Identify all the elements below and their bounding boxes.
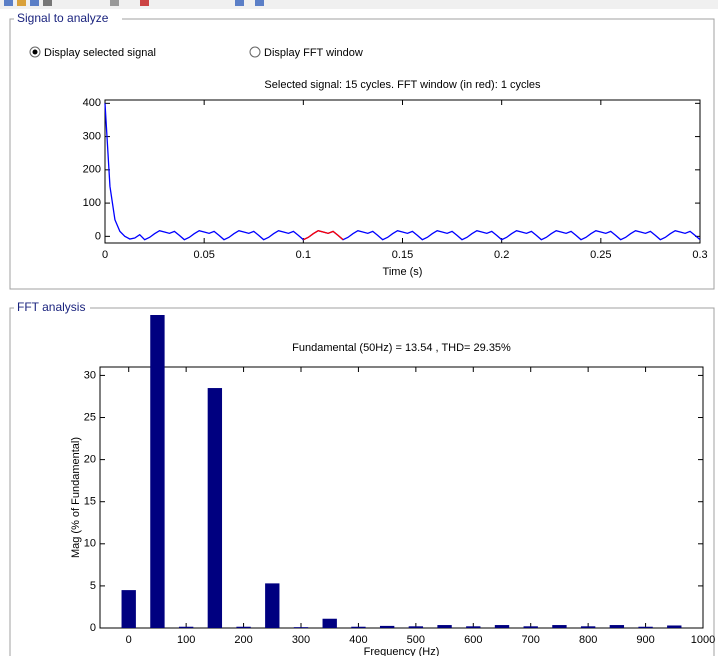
radio-label: Display selected signal — [44, 47, 156, 59]
bar — [322, 618, 337, 628]
y-tick-label: 25 — [84, 411, 96, 423]
x-tick-label: 400 — [349, 634, 367, 646]
bar — [494, 625, 510, 628]
y-tick-label: 20 — [84, 454, 96, 466]
panel-border — [9, 18, 715, 290]
bar — [351, 626, 366, 628]
y-tick-label: 0 — [90, 622, 96, 634]
x-tick-label: 800 — [579, 634, 597, 646]
x-tick-label: 0.2 — [494, 249, 509, 261]
bar — [437, 625, 452, 628]
bar — [408, 626, 424, 628]
x-tick-label: 0.1 — [296, 249, 311, 261]
axes-box — [104, 99, 701, 244]
y-tick-label: 30 — [84, 369, 96, 381]
bar — [265, 583, 280, 628]
bar — [466, 626, 481, 628]
x-axis-label: Frequency (Hz) — [364, 646, 440, 656]
x-tick-label: 1000 — [691, 634, 715, 646]
toolbar — [0, 0, 718, 9]
bar — [236, 626, 251, 628]
panel-border — [9, 307, 715, 656]
chart-title: Selected signal: 15 cycles. FFT window (… — [264, 79, 541, 91]
bar — [178, 626, 194, 628]
x-tick-label: 0 — [126, 634, 132, 646]
chart-title: Fundamental (50Hz) = 13.54 , THD= 29.35% — [292, 342, 511, 354]
x-tick-label: 900 — [636, 634, 654, 646]
x-tick-label: 100 — [177, 634, 195, 646]
y-tick-label: 10 — [84, 538, 96, 550]
bar — [580, 626, 596, 628]
bar — [293, 627, 309, 628]
y-tick-label: 100 — [83, 197, 101, 209]
radio-dot — [32, 49, 38, 55]
bar — [638, 626, 653, 628]
bar — [379, 625, 395, 628]
x-tick-label: 0.05 — [193, 249, 214, 261]
bar — [667, 625, 682, 628]
x-tick-label: 200 — [234, 634, 252, 646]
x-tick-label: 300 — [292, 634, 310, 646]
y-tick-label: 5 — [90, 580, 96, 592]
y-tick-label: 200 — [83, 164, 101, 176]
x-tick-label: 700 — [522, 634, 540, 646]
x-tick-label: 0.25 — [590, 249, 611, 261]
bar — [121, 590, 136, 628]
radio-button[interactable]: Display FFT window — [249, 46, 363, 59]
panel-title: FFT analysis — [17, 300, 85, 314]
radio-label: Display FFT window — [264, 47, 363, 59]
bar — [207, 388, 223, 628]
y-tick-label: 0 — [95, 230, 101, 242]
y-axis-label: Mag (% of Fundamental) — [70, 437, 82, 558]
signal-line — [303, 230, 344, 241]
x-tick-label: 0.15 — [392, 249, 413, 261]
radio-button[interactable]: Display selected signal — [29, 46, 156, 59]
signal-line — [104, 103, 701, 241]
x-tick-label: 0.3 — [692, 249, 707, 261]
axes-box — [99, 366, 704, 629]
panel-title: Signal to analyze — [17, 11, 109, 25]
bar — [150, 315, 165, 628]
x-tick-label: 600 — [464, 634, 482, 646]
y-tick-label: 400 — [83, 97, 101, 109]
bar — [523, 626, 538, 628]
x-tick-label: 500 — [407, 634, 425, 646]
y-tick-label: 15 — [84, 496, 96, 508]
x-tick-label: 0 — [102, 249, 108, 261]
y-tick-label: 300 — [83, 130, 101, 142]
x-axis-label: Time (s) — [383, 266, 423, 278]
radio-circle — [249, 46, 261, 58]
bar — [609, 625, 625, 628]
bar — [552, 625, 567, 628]
